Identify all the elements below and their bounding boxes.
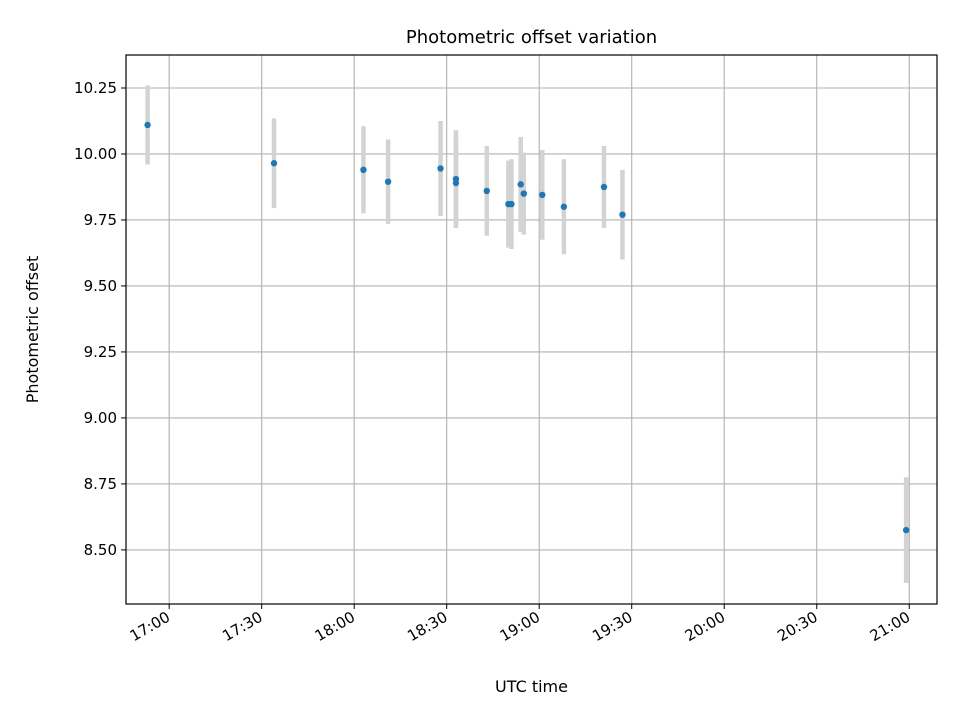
data-point — [437, 165, 444, 172]
data-point — [360, 166, 367, 174]
x-axis-title: UTC time — [495, 677, 568, 696]
data-point — [539, 191, 546, 199]
y-tick-label: 9.50 — [84, 277, 117, 295]
y-tick-label: 10.00 — [74, 145, 117, 163]
data-point — [508, 200, 515, 208]
data-points — [144, 121, 910, 534]
data-point — [560, 203, 568, 210]
y-tick-label: 10.25 — [74, 79, 117, 97]
y-axis-ticks: 8.50 8.75 9.00 9.25 9.50 9.75 10.00 10.25 — [74, 79, 126, 559]
data-point — [517, 181, 524, 188]
data-point — [144, 121, 151, 129]
grid-lines — [126, 55, 937, 604]
y-tick-label: 8.75 — [84, 475, 117, 493]
data-point — [600, 183, 608, 191]
data-point — [384, 178, 392, 185]
y-tick-label: 9.00 — [84, 409, 117, 427]
data-point — [619, 211, 626, 218]
data-point — [483, 187, 490, 195]
data-point — [520, 190, 527, 197]
data-point — [452, 179, 460, 187]
y-axis-title: Photometric offset — [23, 256, 42, 404]
y-tick-label: 9.75 — [84, 211, 117, 229]
plot-frame — [125, 54, 938, 605]
data-point — [270, 160, 278, 167]
y-tick-label: 9.25 — [84, 343, 117, 361]
chart-title: Photometric offset variation — [406, 27, 657, 48]
y-tick-label: 8.50 — [84, 541, 117, 559]
data-point — [902, 526, 910, 534]
